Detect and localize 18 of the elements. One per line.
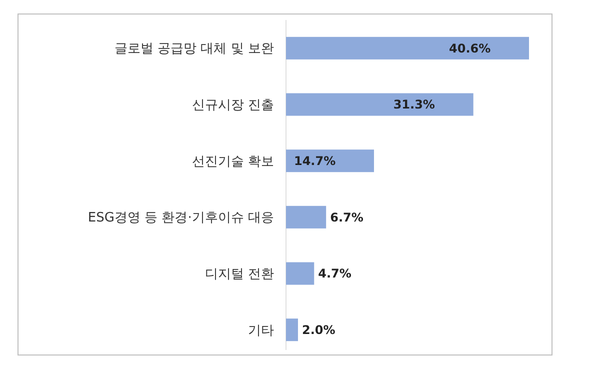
data-label: 2.0% [302,323,336,338]
bar [286,150,374,172]
bar [286,262,314,285]
bar [286,206,326,228]
y-tick-label: 선진기술 확보 [192,154,274,170]
y-tick-label: 기타 [248,323,274,338]
data-label: 31.3% [393,98,435,112]
y-tick-label: 신규시장 진출 [192,98,274,114]
y-tick-label: ESG경영 등 환경·기후이슈 대응 [88,210,274,226]
y-tick-label: 글로벌 공급망 대체 및 보완 [114,42,274,57]
data-label: 6.7% [330,210,364,224]
data-label: 4.7% [318,266,352,281]
bar [286,318,298,342]
y-tick-label: 디지털 전환 [204,267,274,282]
data-label: 40.6% [449,41,491,56]
bar [286,36,529,60]
data-label: 14.7% [294,154,336,168]
bar [286,93,474,116]
